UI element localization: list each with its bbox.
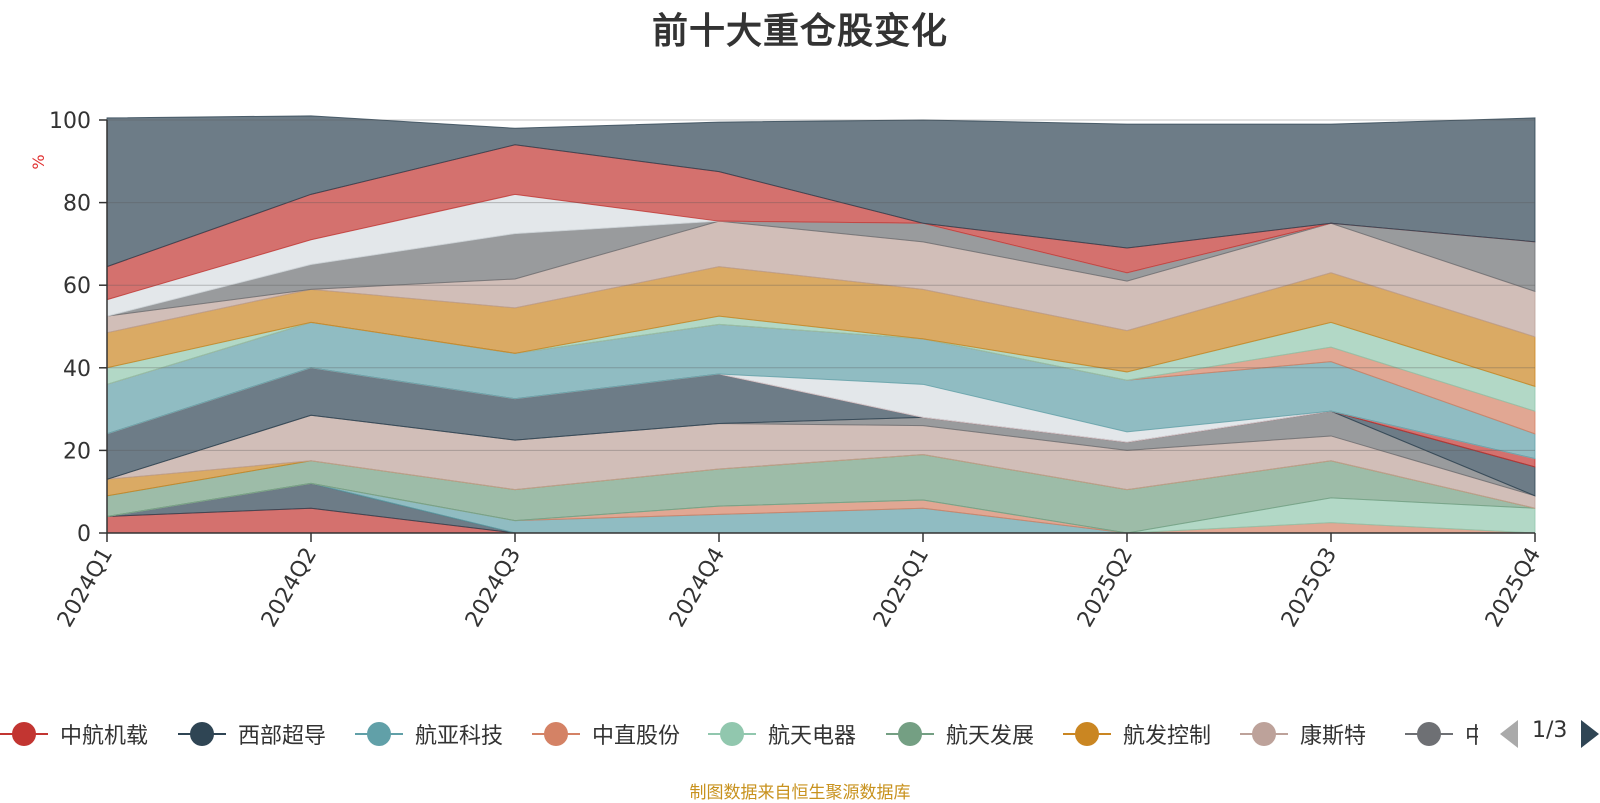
x-tick-label-2: 2024Q3 (461, 544, 526, 632)
legend-item-6[interactable]: 航发控制 (1063, 712, 1243, 752)
x-tick-label-6: 2025Q3 (1277, 544, 1342, 632)
x-tick-label-5: 2025Q2 (1073, 544, 1138, 632)
chart-title: 前十大重仓股变化 (651, 11, 948, 52)
legend-next-page-button[interactable] (1581, 720, 1599, 748)
legend-marker-icon (190, 722, 214, 746)
legend-label: 中直股份 (592, 724, 681, 749)
chart: 0 20 40 60 80 100% 2024Q1 2024Q2 2024Q3 2024Q4 202… (29, 109, 1546, 632)
y-tick-label-20: 20 (63, 439, 91, 464)
legend-prev-page-button[interactable] (1500, 720, 1518, 748)
y-tick-label-100: 100 (49, 109, 91, 134)
legend-label: 中航机载 (60, 724, 149, 749)
legend-label: 航天发展 (946, 724, 1035, 749)
legend-page-indicator: 1/3 (1532, 718, 1568, 743)
legend-item-4[interactable]: 航天电器 (708, 712, 888, 752)
legend-marker-icon (720, 722, 744, 746)
legend-pager: 1/3 (1500, 712, 1600, 752)
legend-marker-icon (12, 722, 36, 746)
source-note: 制图数据来自恒生聚源数据库 (689, 783, 911, 803)
legend-label: 中航沈飞 (1465, 724, 1478, 749)
legend-marker-icon (1417, 722, 1441, 746)
legend-label: 康斯特 (1300, 724, 1367, 749)
x-tick-label-4: 2025Q1 (869, 544, 934, 632)
legend-label: 航天电器 (768, 724, 857, 749)
legend-item-1[interactable]: 西部超导 (178, 712, 358, 752)
x-tick-label-7: 2025Q4 (1481, 544, 1546, 632)
x-tick-label-1: 2024Q2 (257, 544, 322, 632)
legend-item-0[interactable]: 中航机载 (0, 712, 180, 752)
y-tick-label-0: 0 (77, 522, 91, 547)
legend-marker-icon (898, 722, 922, 746)
x-tick-label-0: 2024Q1 (53, 544, 118, 632)
legend-marker-icon (367, 722, 391, 746)
legend: 中航机载 西部超导 航亚科技 中直股份 航天电器 航天发展 航发控制 康斯特 中航沈飞 (0, 712, 1600, 752)
y-axis-label: % (29, 154, 48, 169)
legend-marker-icon (1075, 722, 1099, 746)
x-tick-label-3: 2024Q4 (665, 544, 730, 632)
legend-marker-icon (1252, 722, 1276, 746)
legend-item-5[interactable]: 航天发展 (886, 712, 1066, 752)
legend-label: 航发控制 (1123, 724, 1212, 749)
area-series-20 (106, 115, 1536, 268)
y-tick-label-40: 40 (63, 357, 91, 382)
y-tick-label-80: 80 (63, 192, 91, 217)
legend-items: 中航机载 西部超导 航亚科技 中直股份 航天电器 航天发展 航发控制 康斯特 中航沈飞 (0, 712, 1478, 752)
legend-label: 西部超导 (238, 724, 327, 749)
legend-marker-icon (544, 722, 568, 746)
y-tick-label-60: 60 (63, 274, 91, 299)
legend-item-2[interactable]: 航亚科技 (355, 712, 535, 752)
legend-item-7[interactable]: 康斯特 (1240, 712, 1420, 752)
legend-item-8[interactable]: 中航沈飞 (1405, 712, 1478, 752)
legend-label: 航亚科技 (415, 724, 504, 749)
legend-item-3[interactable]: 中直股份 (532, 712, 712, 752)
